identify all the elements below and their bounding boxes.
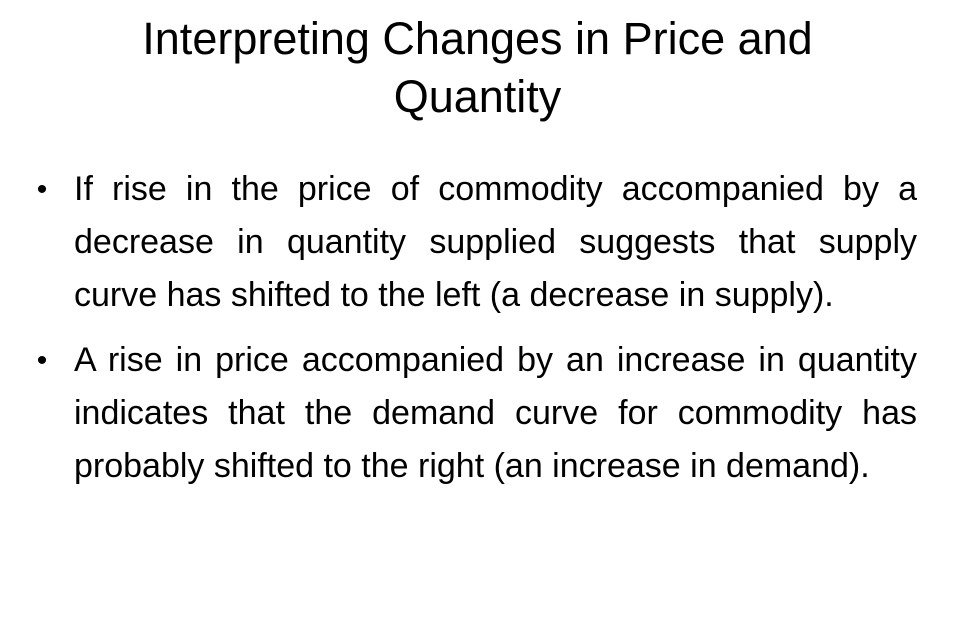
- slide-title: Interpreting Changes in Price and Quanti…: [142, 13, 813, 122]
- bullet-text: If rise in the price of commodity accomp…: [74, 170, 917, 314]
- bullet-icon: •: [36, 344, 48, 377]
- bullet-text: A rise in price accompanied by an increa…: [74, 341, 917, 485]
- bullet-item: • A rise in price accompanied by an incr…: [32, 334, 917, 493]
- bullet-item: • If rise in the price of commodity acco…: [32, 163, 917, 322]
- bullet-icon: •: [36, 173, 48, 206]
- bullet-list: • If rise in the price of commodity acco…: [32, 163, 917, 505]
